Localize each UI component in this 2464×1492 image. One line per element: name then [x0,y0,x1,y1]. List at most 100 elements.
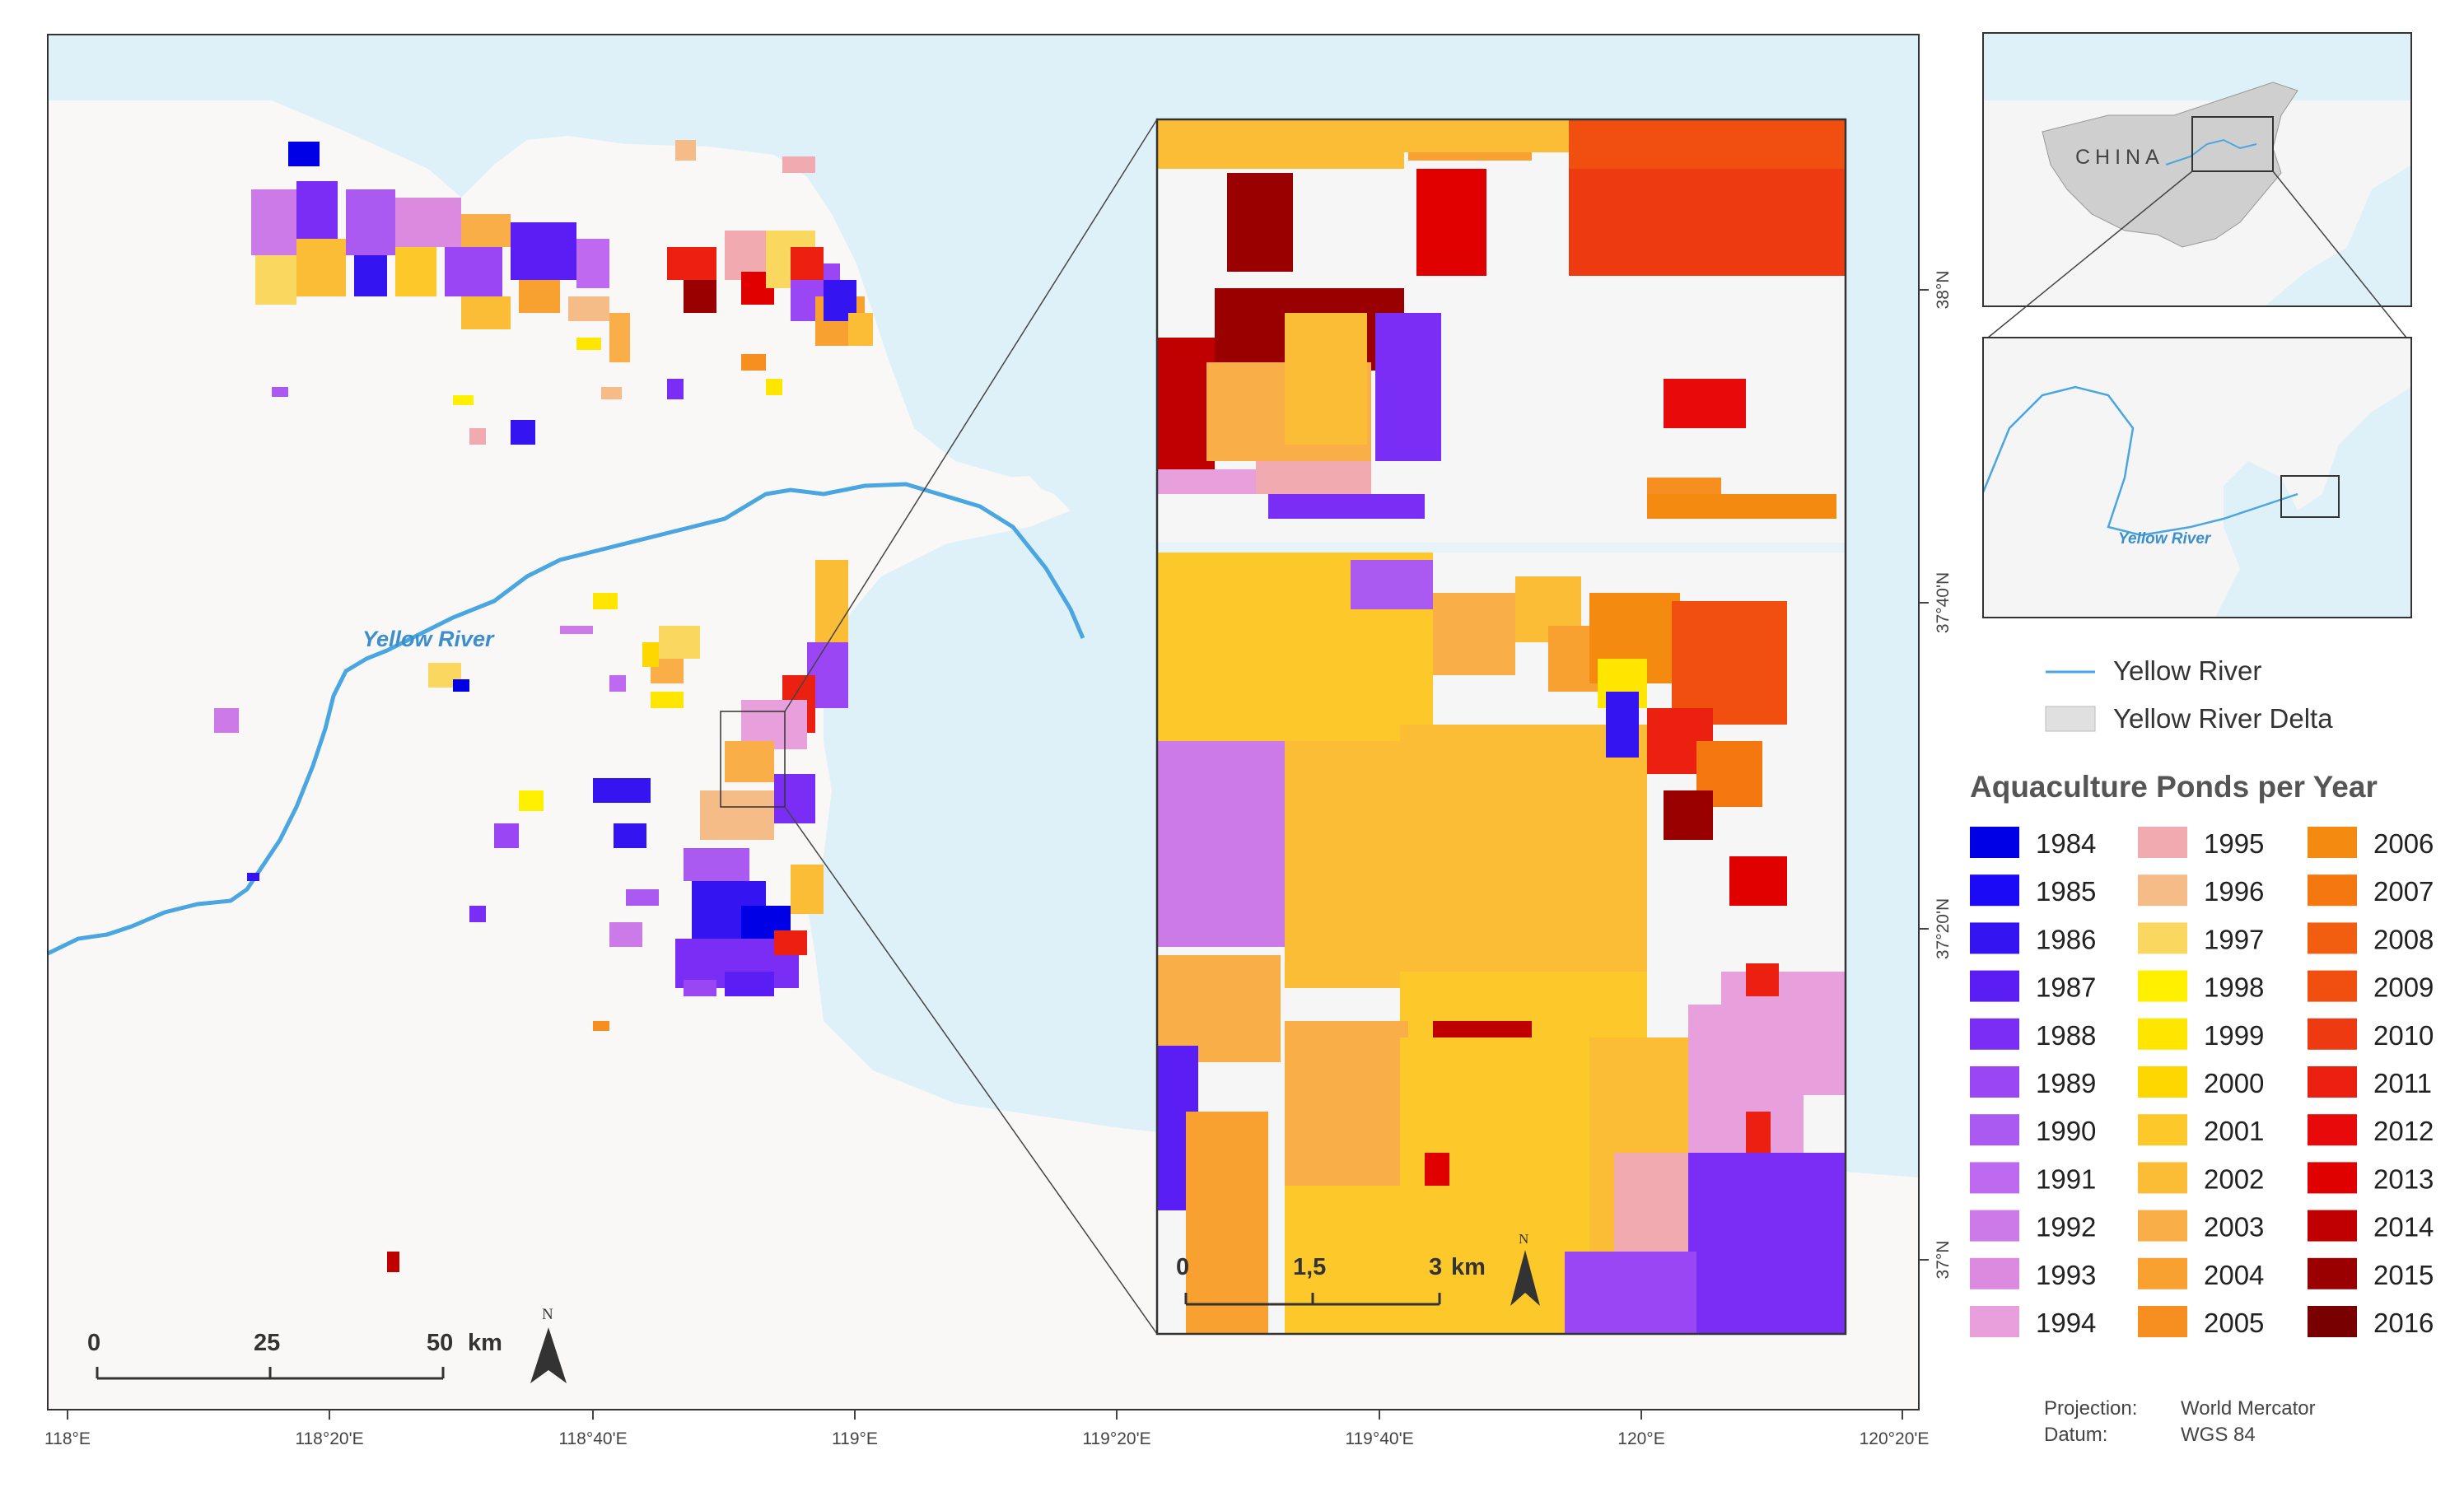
locator-china: CHINA [1982,32,2412,307]
legend-delta-label: Yellow River Delta [2113,703,2333,734]
legend-swatch-2007 [2308,874,2357,907]
lat-tick-label: 37°40'N [1934,572,1953,633]
inset-scalebar-label-1-5: 1,5 [1293,1254,1326,1280]
legend-swatch-1993 [1970,1257,2019,1289]
legend-swatch-2000 [2138,1066,2187,1098]
legend-swatch-2002 [2138,1162,2187,1194]
china-shape [2042,82,2298,248]
legend-year-1996: 1996 [2204,876,2264,907]
china-yellow-river [2165,138,2257,166]
legend-year-1994: 1994 [2036,1308,2096,1338]
legend-year-1989: 1989 [2036,1068,2096,1098]
legend-year-2015: 2015 [2373,1260,2434,1290]
main-map-sandspit [972,476,1046,509]
lon-tick-label: 120°20'E [1860,1429,1930,1448]
legend-swatch-2006 [2308,827,2357,858]
legend-swatch-2001 [2138,1114,2187,1146]
legend-year-1992: 1992 [2036,1212,2096,1243]
legend-year-1985: 1985 [2036,876,2096,907]
detail-inset: 0 1,5 3 km N [1155,118,1847,1336]
north-arrow-icon [1510,1250,1540,1306]
lon-tick-label: 118°20'E [295,1429,363,1448]
main-map-scalebar: 0 25 50 km [87,1330,502,1380]
locator-connector-line [1987,170,2193,338]
locator-china-frame [1982,32,2412,307]
legend-year-2000: 2000 [2204,1068,2264,1098]
legend-year-1998: 1998 [2204,972,2264,1003]
aquaculture-ponds-north [251,140,873,445]
lat-tick-label: 38°N [1934,271,1953,310]
legend-year-1987: 1987 [2036,972,2096,1003]
legend-year-1993: 1993 [2036,1260,2096,1290]
projection-info: Projection: World Mercator Datum: WGS 84 [2044,1397,2316,1446]
locator-region: Yellow River [1981,337,2412,618]
legend-year-2001: 2001 [2204,1116,2264,1146]
inset-north-label: N [1519,1231,1528,1247]
legend-swatch-2009 [2308,970,2357,1002]
legend-year-2013: 2013 [2373,1163,2434,1194]
region-land [1983,338,2411,618]
legend-year-2007: 2007 [2373,876,2434,907]
legend-year-2004: 2004 [2204,1260,2264,1290]
locator-connector-line [2272,170,2407,338]
legend-swatch-1996 [2138,874,2187,907]
lon-tick-label: 119°E [832,1429,878,1448]
legend-swatch-1998 [2138,970,2187,1002]
lon-tick-label: 119°40'E [1345,1429,1413,1448]
main-map-river-label: Yellow River [362,627,495,651]
lon-tick-label: 118°40'E [558,1429,627,1448]
legend-swatch-1991 [1970,1162,2019,1194]
legend-year-2009: 2009 [2373,972,2434,1003]
legend-year-1984: 1984 [2036,828,2096,859]
legend-swatch-1999 [2138,1018,2187,1050]
legend-swatch-2004 [2138,1257,2187,1289]
detail-inset-ponds [1157,119,1846,1334]
inset-scalebar-unit: km [1451,1254,1486,1280]
main-scalebar-label-0: 0 [87,1330,100,1356]
detail-inset-frame [1155,118,1847,1336]
legend-year-2014: 2014 [2373,1212,2434,1243]
legend-year-2006: 2006 [2373,828,2434,859]
aquaculture-ponds-south [214,560,848,1272]
lon-tick-label: 120°E [1617,1429,1664,1448]
inset-scalebar-label-0: 0 [1176,1254,1189,1280]
legend-year-1995: 1995 [2204,828,2264,859]
detail-inset-scalebar: 0 1,5 3 km [1176,1254,1486,1306]
inset-extent-box [720,711,786,808]
legend-year-2008: 2008 [2373,924,2434,954]
datum-label: Datum: [2044,1424,2107,1446]
lon-tick-label: 118°E [44,1429,91,1448]
legend-year-2005: 2005 [2204,1308,2264,1338]
legend-delta-swatch [2045,706,2096,732]
legend-year-2016: 2016 [2373,1308,2434,1338]
legend-year-2012: 2012 [2373,1116,2434,1146]
legend-year-1990: 1990 [2036,1116,2096,1146]
inset-scalebar-label-3: 3 [1429,1254,1442,1280]
legend-river-label: Yellow River [2113,655,2261,686]
main-map-north-arrow: N [530,1306,567,1383]
legend-title: Aquaculture Ponds per Year [1970,770,2378,804]
legend-year-2002: 2002 [2204,1163,2264,1194]
legend-swatch-2016 [2308,1306,2357,1337]
lon-ticks [67,1410,1903,1420]
legend: Yellow River Yellow River Delta Aquacult… [1970,655,2434,1338]
legend-swatch-1997 [2138,922,2187,954]
legend-swatch-1992 [1970,1210,2019,1242]
legend-swatch-2014 [2308,1210,2357,1242]
legend-swatch-1988 [1970,1018,2019,1050]
legend-swatch-1986 [1970,922,2019,954]
legend-year-1991: 1991 [2036,1163,2096,1194]
legend-swatch-1995 [2138,827,2187,858]
legend-swatch-2013 [2308,1162,2357,1194]
main-map-sea-strip [48,35,1919,100]
legend-swatch-1990 [1970,1114,2019,1146]
lat-ticks [1919,289,1929,1261]
legend-year-1997: 1997 [2204,924,2264,954]
main-north-label: N [542,1306,553,1323]
legend-swatch-2015 [2308,1257,2357,1289]
lon-tick-label: 119°20'E [1082,1429,1150,1448]
locator-extent-box [2191,116,2274,172]
legend-swatch-1984 [1970,827,2019,858]
lat-tick-label: 37°20'N [1934,898,1953,959]
